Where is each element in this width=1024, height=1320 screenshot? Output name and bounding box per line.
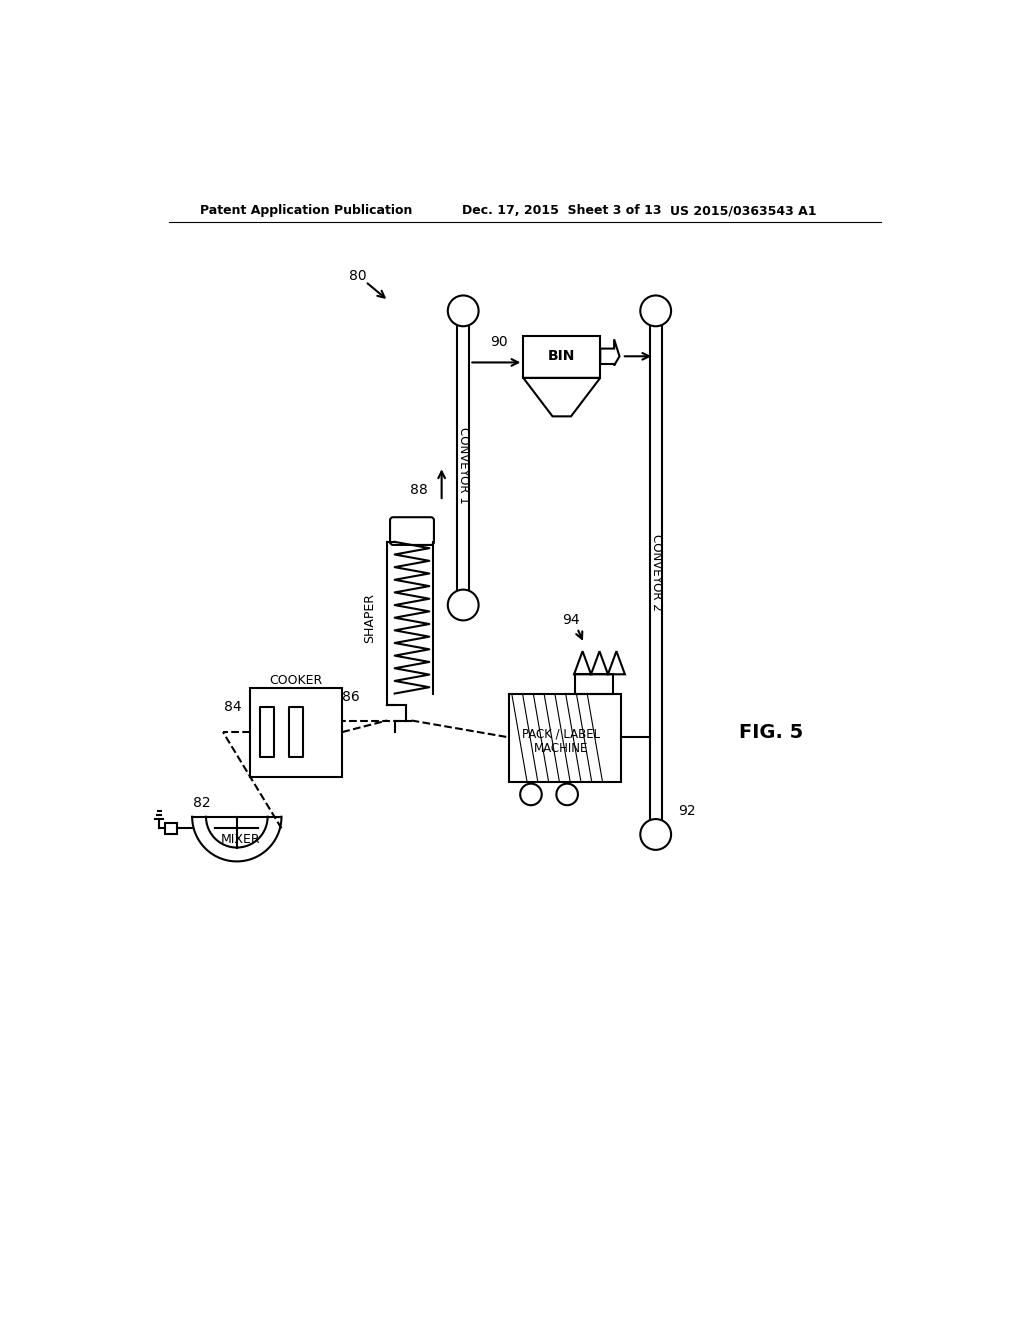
Bar [574, 675, 613, 693]
Text: 84: 84 [224, 701, 242, 714]
Text: 94: 94 [562, 614, 580, 627]
Text: CONVEYOR 1: CONVEYOR 1 [458, 428, 470, 504]
Bar [509, 693, 621, 781]
Text: US 2015/0363543 A1: US 2015/0363543 A1 [670, 205, 816, 218]
Text: Dec. 17, 2015  Sheet 3 of 13: Dec. 17, 2015 Sheet 3 of 13 [462, 205, 662, 218]
Text: 82: 82 [194, 796, 211, 810]
Text: FIG. 5: FIG. 5 [739, 722, 803, 742]
Text: 92: 92 [678, 804, 695, 818]
Text: BIN: BIN [548, 350, 575, 363]
Text: 86: 86 [342, 690, 359, 705]
Text: PACK / LABEL
MACHINE: PACK / LABEL MACHINE [522, 727, 600, 755]
Text: 90: 90 [489, 335, 508, 348]
Text: COOKER: COOKER [269, 675, 323, 686]
Text: MIXER: MIXER [221, 833, 260, 846]
Text: 88: 88 [410, 483, 427, 496]
Text: SHAPER: SHAPER [362, 593, 376, 643]
Text: CONVEYOR 2: CONVEYOR 2 [650, 535, 663, 611]
Bar [165, 822, 177, 834]
Text: 80: 80 [349, 269, 367, 284]
Text: Patent Application Publication: Patent Application Publication [200, 205, 413, 218]
Bar [250, 688, 342, 776]
